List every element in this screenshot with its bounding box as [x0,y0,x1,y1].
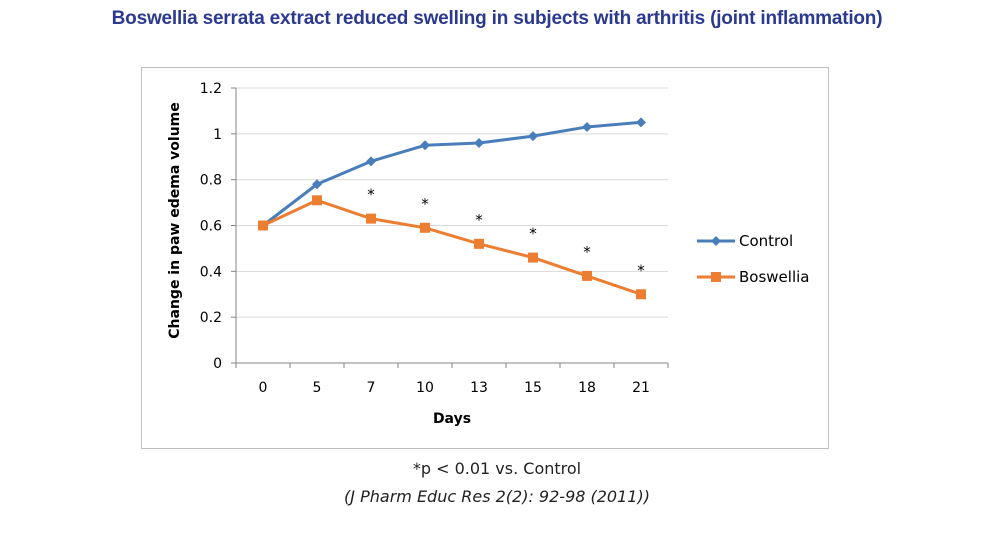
data-point-control [474,138,484,148]
data-point-boswellia [420,222,430,233]
x-tick-label: 10 [416,380,434,396]
data-point-control [582,121,592,132]
y-tick-label: 0.8 [200,173,222,189]
line-chart: 0 0.2 0.4 0.6 0.8 1 1.2 0 5 7 10 13 15 18 21 Days Change… [167,81,809,427]
data-point-boswellia [366,213,376,224]
data-point-control [636,117,646,128]
data-point-control [312,179,322,190]
data-point-control [420,140,430,151]
data-point-boswellia [258,220,268,231]
data-point-boswellia [636,289,646,300]
legend-label-boswellia: Boswellia [739,268,809,286]
x-tick-label: 5 [313,380,322,396]
series-line-control [262,120,642,227]
data-point-boswellia [474,238,484,249]
legend-marker-boswellia [711,272,721,282]
chart-area: 0 0.2 0.4 0.6 0.8 1 1.2 0 5 7 10 13 15 18 21 Days Change… [141,67,829,449]
y-tick-label: 1.2 [200,81,222,97]
y-tick-label: 0.6 [200,219,222,235]
significance-footnote: *p < 0.01 vs. Control [412,459,582,478]
x-tick-label: 0 [259,380,268,396]
data-point-boswellia [582,270,592,281]
series-line-boswellia [262,198,642,296]
data-point-boswellia [312,195,322,206]
y-axis-title: Change in paw edema volume [167,102,183,338]
x-tick-label: 7 [367,380,376,396]
citation: (J Pharm Educ Res 2(2): 92-98 (2011)) [344,487,650,506]
x-tick-label: 13 [470,380,488,396]
x-tick-label: 15 [524,380,542,396]
y-tick-label: 0.4 [200,264,222,280]
legend-marker-control [711,236,721,246]
data-point-boswellia [528,252,538,263]
significance-asterisk: * [475,211,483,229]
y-tick-label: 0.2 [200,310,222,326]
significance-asterisk: * [421,195,429,213]
x-tick-label: 21 [632,380,650,396]
x-axis-title: Days [433,411,471,427]
significance-asterisk: * [637,261,645,279]
y-tick-label: 1 [213,127,222,143]
significance-asterisk: * [367,186,375,204]
data-point-control [528,131,538,142]
page-title: Boswellia serrata extract reduced swelli… [111,8,883,29]
data-point-control [366,156,376,167]
legend-label-control: Control [739,232,793,250]
significance-asterisk: * [583,243,591,261]
y-tick-label: 0 [213,356,222,372]
significance-asterisk: * [529,225,537,243]
x-tick-label: 18 [578,380,596,396]
